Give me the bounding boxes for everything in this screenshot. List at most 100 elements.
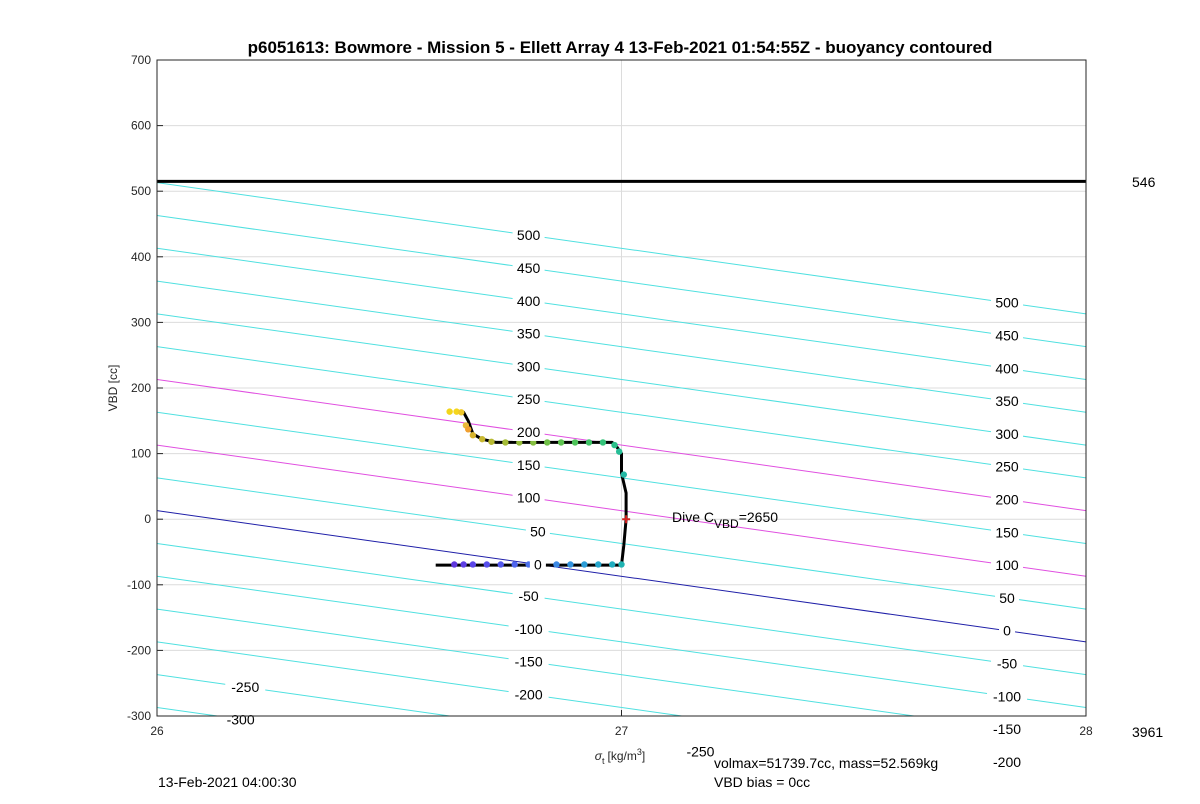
contour-label: -100 xyxy=(993,688,1021,704)
contour-line xyxy=(157,575,1086,708)
contour-label: 50 xyxy=(530,524,546,540)
chart-title: p6051613: Bowmore - Mission 5 - Ellett A… xyxy=(248,38,993,57)
footer-vbd-bias: VBD bias = 0cc xyxy=(714,774,810,790)
dive-track-point xyxy=(615,448,623,455)
contour-label: 300 xyxy=(995,426,1019,442)
dive-annotation-subscript: VBD xyxy=(714,517,739,531)
dive-track-point xyxy=(618,561,625,568)
dive-track-point xyxy=(446,408,453,415)
y-tick-label: 600 xyxy=(131,119,151,133)
dive-track-point xyxy=(581,561,588,568)
y-tick-label: 700 xyxy=(131,53,151,67)
contour-label-background xyxy=(508,685,549,704)
contour-label-background xyxy=(508,619,549,638)
dive-track-point xyxy=(465,426,472,433)
x-axis-label-units: [kg/m xyxy=(608,749,637,763)
dive-track-point xyxy=(483,561,490,568)
contour-label-background xyxy=(991,326,1024,345)
contour-line xyxy=(157,182,1086,315)
contour-label-background xyxy=(512,324,545,343)
dive-track-point xyxy=(497,561,504,568)
dive-annotation-value: =2650 xyxy=(739,509,779,525)
contour-label: 300 xyxy=(517,358,541,374)
buoyancy-contours xyxy=(157,179,1086,716)
contour-line xyxy=(157,674,454,716)
contour-label: -50 xyxy=(997,656,1017,672)
y-tick-label: -200 xyxy=(127,643,151,657)
contour-label-background xyxy=(680,742,721,761)
y-tick-label: 400 xyxy=(131,250,151,264)
dive-annotation-prefix: Dive C xyxy=(672,509,714,525)
contour-label-background xyxy=(987,720,1028,739)
dive-track-point xyxy=(478,435,486,443)
contour-label-background xyxy=(512,455,545,474)
contour-label-background xyxy=(991,359,1024,378)
contour-label-background xyxy=(512,291,545,310)
contour-label-background xyxy=(512,488,545,507)
contour-label: 350 xyxy=(517,326,541,342)
x-axis-label-close: ] xyxy=(642,749,645,763)
contour-label-background xyxy=(512,586,545,605)
dive-track-point xyxy=(595,561,602,568)
dive-track-point xyxy=(511,561,518,568)
dive-c-vbd-marker xyxy=(622,515,631,524)
contour-label: 250 xyxy=(517,391,541,407)
contour-label-background xyxy=(512,357,545,376)
contour-label-background xyxy=(991,556,1024,575)
contour-label: 250 xyxy=(995,459,1019,475)
contour-line xyxy=(157,280,1086,413)
contour-label: 350 xyxy=(995,393,1019,409)
contour-label: -200 xyxy=(515,686,543,702)
contour-label-background xyxy=(512,226,545,245)
contour-label: 50 xyxy=(999,590,1015,606)
dive-track-point xyxy=(557,439,565,446)
contour-label: -100 xyxy=(515,621,543,637)
contour-label: -250 xyxy=(686,743,714,759)
x-tick-label: 27 xyxy=(615,724,629,738)
contour-label-background xyxy=(991,392,1024,411)
contour-label-background xyxy=(987,752,1028,771)
y-tick-label: 300 xyxy=(131,315,151,329)
y-tick-label: 500 xyxy=(131,184,151,198)
contour-label-background xyxy=(991,654,1024,673)
contour-line xyxy=(157,214,1086,348)
contour-label: -150 xyxy=(515,654,543,670)
max-vbd-label: 546 xyxy=(1132,174,1156,190)
contour-line xyxy=(157,542,1086,676)
contour-label-background xyxy=(991,523,1024,542)
contour-line xyxy=(157,608,918,716)
contour-label: 0 xyxy=(534,556,542,572)
contour-label: -200 xyxy=(993,754,1021,770)
dive-track-point xyxy=(571,439,579,446)
dive-track-point xyxy=(620,471,628,478)
contour-label: -150 xyxy=(993,721,1021,737)
contour-label-background xyxy=(991,457,1024,476)
contour-label: 150 xyxy=(995,524,1019,540)
dive-track-point xyxy=(451,561,458,568)
dive-track-point xyxy=(460,561,467,568)
x-axis-label-superscript: 3 xyxy=(637,747,642,757)
dive-track xyxy=(435,408,631,568)
dive-track-point xyxy=(458,409,465,416)
zero-buoyancy-contour xyxy=(157,510,1086,643)
contour-label-background xyxy=(529,555,546,574)
dive-track-point xyxy=(469,432,477,439)
dive-track-point xyxy=(543,439,551,446)
contour-line xyxy=(157,313,1086,446)
x-tick-label: 26 xyxy=(150,724,164,738)
y-tick-label: 200 xyxy=(131,381,151,395)
contour-labels: -300 -250 -250 -200 -200 -150 -150 -100 -100 -50 -… xyxy=(220,226,1028,771)
dive-track-point xyxy=(488,438,495,445)
contour-label: 200 xyxy=(517,424,541,440)
y-tick-label: -100 xyxy=(127,578,151,592)
x-axis-label-symbol: σ xyxy=(595,749,603,763)
x-axis-label-subscript: t xyxy=(602,756,605,766)
contour-label-background xyxy=(991,424,1024,443)
contour-label: -50 xyxy=(518,588,538,604)
contour-label: 450 xyxy=(517,260,541,276)
contour-label: 500 xyxy=(995,295,1019,311)
footer-volmax-mass: volmax=51739.7cc, mass=52.569kg xyxy=(714,755,938,771)
dive-annotation: Dive CVBD=2650 xyxy=(672,509,778,531)
